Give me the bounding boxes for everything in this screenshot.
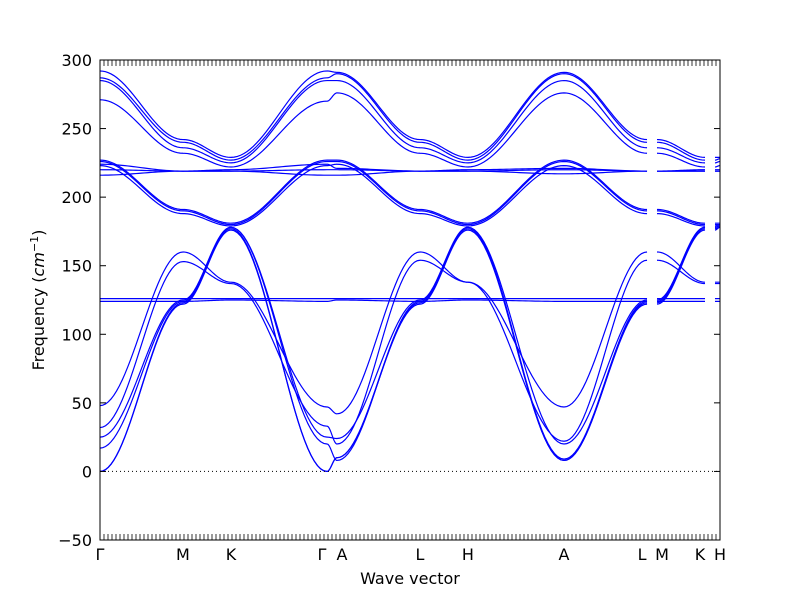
y-axis-unit: cm [29,252,48,276]
y-tick-label: 50 [72,394,92,413]
x-tick-label: M [176,545,190,564]
y-tick-label: 250 [61,120,92,139]
x-tick-label: H [714,545,726,564]
band-line-14 [99,163,720,172]
x-tick-label: Γ [96,545,105,564]
band-line-18 [99,70,720,158]
band-line-11 [99,159,720,224]
plot-frame [99,59,721,541]
x-tick-label: A [337,545,348,564]
y-tick-label: 300 [61,51,92,70]
y-axis-label: Frequency (cm−1) [28,230,48,371]
band-line-13 [99,169,720,172]
x-tick-label: Γ [318,545,327,564]
y-axis-label-text: Frequency [29,288,48,371]
y-axis-unit-exponent: −1 [28,236,41,252]
band-line-5 [99,259,720,445]
band-line-17 [99,73,721,161]
x-axis-label: Wave vector [360,569,460,588]
plot-frame-layer [99,59,721,541]
band-line-3 [99,225,721,462]
y-tick-label: 150 [61,257,92,276]
band-line-15 [99,92,720,168]
band-line-4 [99,225,721,445]
band-line-9 [99,163,721,227]
y-tick-label: 200 [61,188,92,207]
y-ticks-layer: −50 0 50 100 150 200 250 300 [58,51,720,550]
band-line-6 [99,251,720,415]
x-tick-label: H [462,545,474,564]
x-tick-label: L [638,545,647,564]
y-tick-label: 0 [82,462,92,481]
band-line-7 [100,299,720,302]
x-tick-label: M [655,545,669,564]
y-tick-label: 100 [61,325,92,344]
x-tick-label: K [695,545,706,564]
band-line-12 [99,170,720,176]
y-tick-label: −50 [58,531,92,550]
x-tick-label: K [226,545,237,564]
bands-layer [99,70,721,473]
band-line-16 [99,79,720,164]
band-line-10 [99,160,720,226]
x-tick-label: L [416,545,425,564]
x-tick-label: A [559,545,570,564]
